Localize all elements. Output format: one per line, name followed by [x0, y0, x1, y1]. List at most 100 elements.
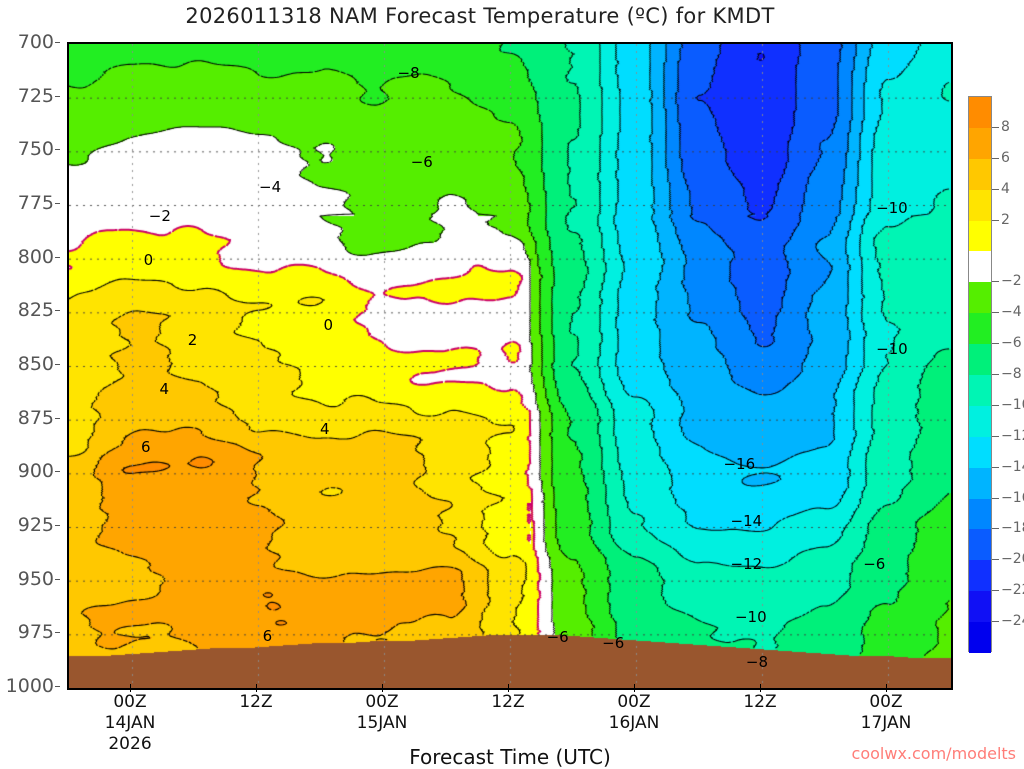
x-tick-time: 12Z: [491, 692, 525, 712]
contour-label: 6: [140, 437, 151, 456]
x-tick-date: 16JAN: [608, 713, 660, 733]
colorbar-tick-mark: [992, 157, 999, 159]
contour-label: 4: [159, 379, 170, 398]
y-tick-mark: [55, 364, 60, 365]
y-tick-label: 800: [17, 245, 54, 268]
y-tick-label: 700: [17, 31, 54, 53]
contour-label: −14: [730, 511, 763, 530]
contour-label: 0: [323, 316, 334, 335]
x-axis-title: Forecast Time (UTC): [409, 745, 611, 769]
colorbar-tick-label: −20: [1001, 551, 1024, 568]
contour-label: −12: [730, 555, 763, 574]
colorbar-tick-mark: [992, 126, 999, 128]
contour-label: −10: [876, 199, 908, 218]
contour-label: −8: [745, 653, 769, 672]
colorbar-band: [969, 127, 991, 159]
colorbar-band: [969, 529, 991, 561]
colorbar-tick-label: −22: [1001, 582, 1024, 599]
y-tick-label: 975: [17, 621, 54, 644]
x-tick-time: 00Z: [113, 692, 147, 712]
y-tick-mark: [55, 686, 60, 687]
y-tick-mark: [55, 149, 60, 151]
colorbar-band: [969, 313, 991, 345]
contour-label: −16: [723, 454, 756, 473]
y-axis: 700 725 750 775 800 825 850 875 900 925 950 975 1000: [0, 31, 60, 697]
contour-label: −10: [734, 608, 767, 627]
colorbar-tick-label: −16: [1001, 489, 1024, 506]
contour-label: −6: [602, 633, 625, 652]
colorbar[interactable]: 8 6 4 2 −2 −4 −6 −8 −10 −12 −14 −16 −18 −20 −22 −24: [968, 96, 1024, 653]
colorbar-tick-mark: [992, 312, 999, 314]
y-tick-mark: [55, 203, 60, 204]
colorbar-tick-label: −4: [1001, 304, 1022, 321]
x-tick-label: 12Z: [491, 692, 524, 713]
x-tick-mark: [634, 684, 635, 692]
colorbar-tick-label: 2: [1001, 211, 1010, 228]
contour-label: −8: [397, 63, 420, 82]
x-tick-mark: [256, 684, 257, 692]
x-tick-label: 00Z 14JAN 2026: [105, 692, 156, 755]
x-tick-mark: [508, 684, 509, 692]
x-tick-mark: [382, 684, 383, 692]
colorbar-band: [969, 560, 991, 592]
x-tick-label: 00Z 16JAN: [609, 692, 660, 734]
contour-label: −2: [148, 206, 171, 225]
contour-label: 6: [262, 626, 273, 645]
y-tick-mark: [55, 42, 60, 43]
temperature-cross-section-canvas: [69, 44, 951, 688]
colorbar-tick-label: 6: [1001, 149, 1010, 166]
colorbar-tick-mark: [992, 435, 999, 437]
y-tick-mark: [55, 310, 60, 312]
colorbar-band: [969, 405, 991, 437]
y-tick-label: 825: [17, 299, 54, 322]
contour-label: 4: [319, 420, 330, 439]
colorbar-tick-label: −12: [1001, 427, 1024, 444]
colorbar-tick-label: −24: [1001, 613, 1024, 630]
colorbar-tick-mark: [992, 528, 999, 530]
colorbar-tick-mark: [992, 374, 999, 375]
y-tick-mark: [55, 632, 60, 634]
colorbar-band: [969, 344, 991, 375]
y-tick-mark: [55, 256, 60, 258]
colorbar-band: [969, 158, 991, 190]
y-tick-label: 950: [17, 567, 54, 590]
x-tick-date: 17JAN: [860, 713, 912, 733]
colorbar-band: [969, 251, 991, 283]
colorbar-tick-label: −18: [1001, 520, 1024, 537]
colorbar-tick-mark: [992, 497, 999, 499]
x-tick-mark: [886, 684, 887, 692]
colorbar-ticks: 8 6 4 2 −2 −4 −6 −8 −10 −12 −14 −16 −18 −20 −22 −24: [992, 96, 1024, 652]
x-tick-time: 12Z: [239, 692, 273, 712]
x-tick-date: 14JAN: [104, 713, 156, 733]
x-tick-time: 00Z: [869, 692, 903, 712]
x-tick-label: 00Z 15JAN: [357, 692, 408, 734]
colorbar-tick-label: 4: [1001, 180, 1010, 197]
watermark: coolwx.com/modelts: [851, 744, 1016, 763]
colorbar-tick-label: 8: [1001, 118, 1010, 135]
colorbar-tick-mark: [992, 219, 999, 221]
contour-label: −6: [546, 628, 569, 647]
y-tick-mark: [55, 471, 60, 473]
x-tick-time: 12Z: [743, 692, 777, 712]
y-tick-label: 900: [17, 460, 54, 483]
x-tick-date: 15JAN: [356, 713, 408, 733]
colorbar-band: [969, 622, 991, 653]
colorbar-tick-mark: [992, 621, 999, 623]
colorbar-band: [969, 189, 991, 221]
x-tick-label: 12Z: [239, 692, 272, 713]
colorbar-band: [969, 375, 991, 406]
chart-plot-area[interactable]: −8 −6 −4 −2 0 0 2 4 4 6 6 −10 −10 −16 −14 −12 −6 −10 −6 −6 −…: [67, 42, 953, 690]
x-tick-mark: [130, 684, 131, 692]
colorbar-tick-mark: [992, 466, 999, 468]
y-tick-mark: [55, 417, 60, 419]
colorbar-tick-mark: [992, 343, 999, 345]
x-tick-mark: [760, 684, 761, 692]
colorbar-band: [969, 498, 991, 530]
y-tick-label: 850: [17, 353, 54, 375]
contour-label: 0: [143, 250, 154, 269]
page-title: 2026011318 NAM Forecast Temperature (ºC)…: [185, 4, 775, 28]
colorbar-band: [969, 436, 991, 468]
y-tick-label: 775: [17, 192, 54, 214]
x-tick-label: 00Z 17JAN: [861, 692, 912, 734]
y-tick-mark: [55, 525, 60, 526]
